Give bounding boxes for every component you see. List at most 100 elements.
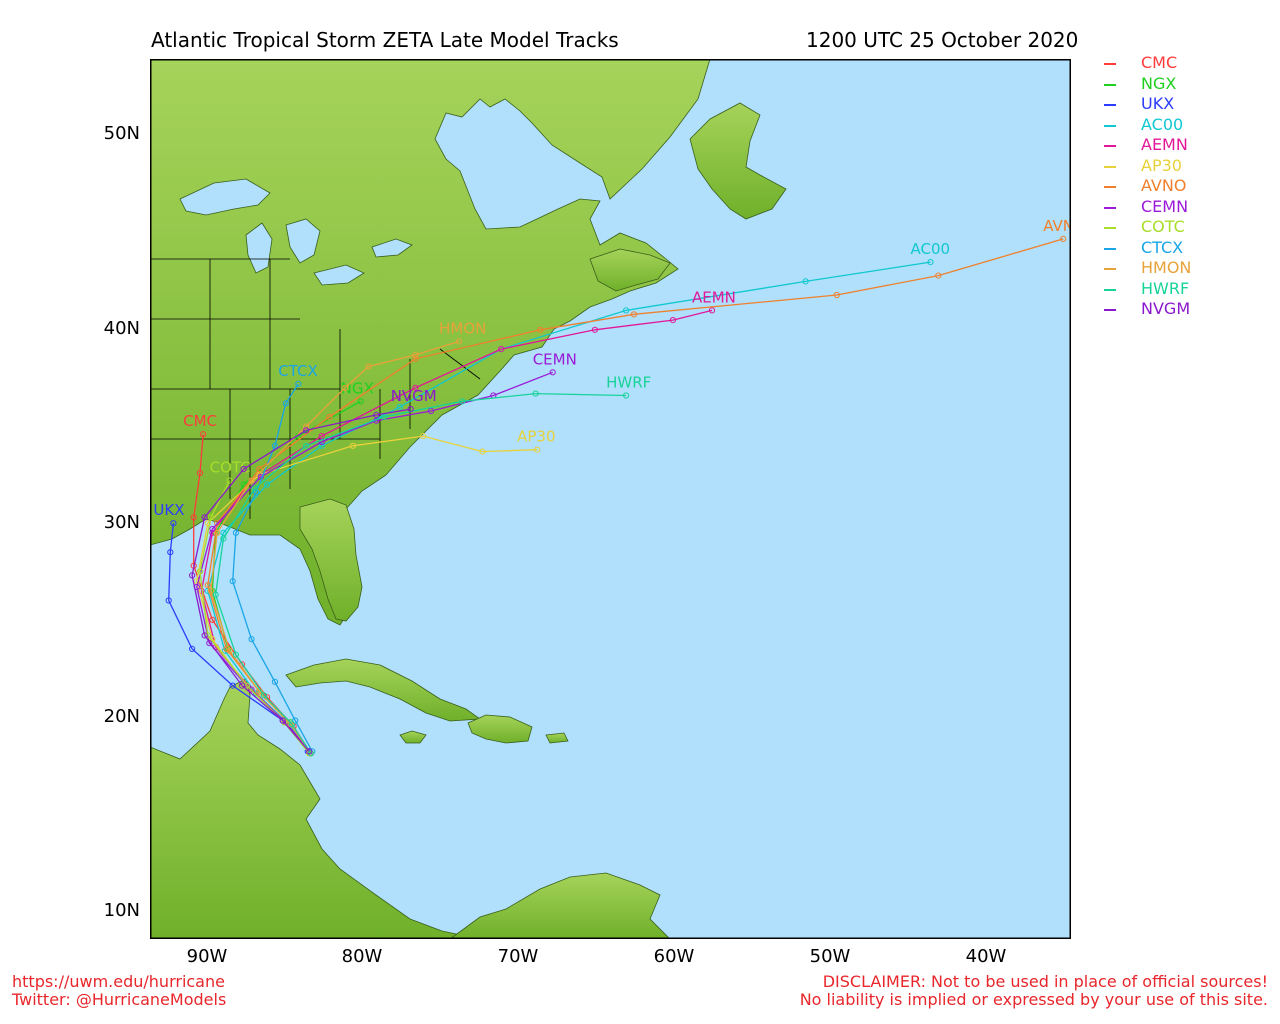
legend-label: AC00 [1141, 114, 1184, 134]
track-label: COTC [210, 459, 251, 477]
legend-label: HMON [1141, 258, 1192, 277]
track-point [240, 481, 247, 488]
hispaniola-land [467, 714, 533, 744]
legend-label: NVGM [1141, 299, 1191, 318]
legend-swatch [1104, 268, 1116, 270]
legend-label: AP30 [1141, 155, 1182, 175]
track-point [412, 351, 419, 358]
track-point [220, 535, 227, 542]
track-point [248, 686, 255, 693]
lon-label-90w: 90W [186, 946, 228, 967]
track-point [214, 529, 221, 536]
track-line [214, 392, 627, 754]
track-point [193, 578, 200, 585]
track-point [407, 406, 414, 413]
map-border [150, 59, 1071, 939]
track-point [214, 520, 221, 527]
track-point [295, 380, 302, 387]
track-nvgm[interactable]: NVGM [189, 387, 437, 755]
legend-label: UKX [1141, 94, 1175, 113]
florida-land [299, 498, 363, 622]
track-point [303, 442, 310, 449]
track-point [229, 578, 236, 585]
track-point [167, 549, 174, 556]
track-point [349, 442, 356, 449]
legend-swatch [1104, 227, 1116, 229]
track-label: HMON [439, 319, 486, 337]
track-point [1060, 235, 1067, 242]
track-point [591, 326, 598, 333]
legend-label: HWRF [1141, 278, 1190, 298]
track-point [537, 326, 544, 333]
track-point [935, 272, 942, 279]
track-point [204, 520, 211, 527]
track-point [189, 572, 196, 579]
site-url[interactable]: https://uwm.edu/hurricane [12, 972, 225, 991]
cuba-land [285, 658, 482, 722]
jamaica-land [399, 730, 427, 744]
legend-swatch [1104, 165, 1116, 168]
track-point [165, 597, 172, 604]
newfoundland-land [689, 102, 787, 220]
lat-label-20n: 20N [103, 706, 140, 727]
track-point [260, 692, 268, 699]
track-point [253, 690, 260, 697]
track-line [232, 383, 313, 752]
track-point [279, 717, 286, 724]
track-label: AVNO [1043, 217, 1071, 235]
track-label: NGX [341, 379, 374, 397]
track-point [623, 392, 630, 399]
track-point [456, 338, 463, 345]
legend-item-cemn: CEMN [1101, 197, 1261, 218]
track-point [207, 587, 215, 595]
legend-label: AEMN [1141, 135, 1188, 154]
track-point [170, 520, 177, 527]
track-point [412, 355, 419, 362]
twitter-handle[interactable]: Twitter: @HurricaneModels [12, 990, 227, 1009]
map-canvas[interactable]: CMC NGX UKX AC00 AEMN AP30 AVNO CEMN COTC CTCX HMO… [150, 59, 1071, 939]
track-point [318, 433, 325, 440]
legend-item-aemn: AEMN [1101, 135, 1261, 156]
lon-label-70w: 70W [497, 946, 539, 967]
track-point [292, 717, 299, 724]
lat-label-40n: 40N [103, 318, 140, 339]
political-borders [150, 258, 481, 519]
track-label: AP30 [517, 428, 555, 446]
track-hwrf[interactable]: HWRF [212, 374, 651, 757]
track-label: HWRF [606, 374, 651, 392]
lat-label-10n: 10N [103, 900, 140, 921]
legend-swatch [1104, 63, 1116, 65]
legend-label: CEMN [1141, 196, 1189, 216]
legend: CMC NGX UKX AC00 AEMN AP30 AVNO CEMN COTC CTCX HMO… [1101, 53, 1261, 320]
track-point [190, 514, 197, 521]
disclaimer-line-2: No liability is implied or expressed by … [799, 990, 1268, 1009]
legend-item-ctcx: CTCX [1101, 238, 1261, 259]
model-tracks: CMC NGX UKX AC00 AEMN AP30 AVNO CEMN COTC CTCX HMO… [153, 217, 1071, 757]
track-point [206, 640, 213, 647]
track-label: CMC [183, 412, 217, 430]
track-point [396, 404, 403, 411]
track-label: AC00 [911, 240, 951, 258]
track-point [271, 442, 279, 449]
nova-scotia-land [589, 248, 671, 292]
legend-swatch [1104, 83, 1116, 86]
track-point [251, 485, 258, 492]
track-point [669, 317, 677, 324]
track-point [226, 647, 233, 654]
track-label: CEMN [533, 350, 577, 368]
legend-label: CMC [1141, 53, 1178, 72]
track-point [189, 645, 196, 653]
legend-swatch [1104, 145, 1116, 147]
track-point [549, 369, 556, 376]
track-point [307, 750, 314, 757]
track-point [196, 568, 204, 575]
track-point [289, 721, 296, 728]
track-point [927, 259, 934, 266]
track-point [420, 433, 427, 440]
track-point [204, 582, 211, 589]
track-ctcx[interactable]: CTCX [229, 362, 318, 755]
lon-label-60w: 60W [653, 946, 695, 967]
track-point [303, 427, 310, 434]
track-label: AEMN [692, 288, 736, 306]
legend-swatch [1104, 247, 1116, 250]
